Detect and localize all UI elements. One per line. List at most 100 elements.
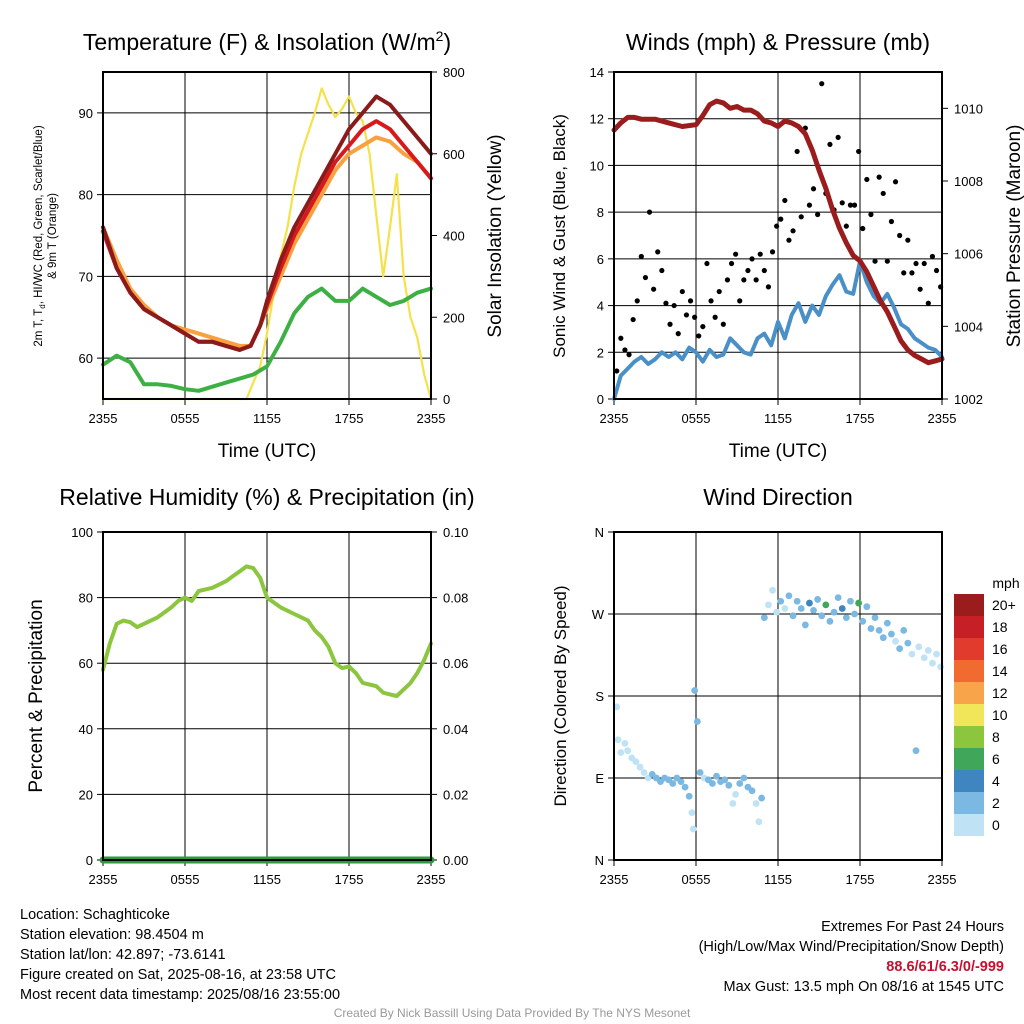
direction-point (758, 794, 765, 802)
gust-point (716, 288, 722, 295)
legend-swatch (954, 814, 984, 836)
gust-point (692, 314, 698, 320)
winds-y-tick-label: 0 (597, 392, 604, 407)
extremes-subtitle: (High/Low/Max Wind/Precipitation/Snow De… (698, 939, 1004, 955)
gust-point (667, 321, 673, 327)
legend-label: 16 (992, 641, 1008, 657)
humidity-title: Relative Humidity (%) & Precipitation (i… (59, 484, 474, 510)
direction-point (617, 749, 625, 756)
direction-y-tick-label: W (592, 607, 605, 622)
legend-swatch (954, 748, 984, 770)
winds-y-tick-label: 14 (590, 65, 604, 80)
direction-point (624, 747, 632, 755)
gust-point (909, 270, 915, 276)
direction-point (847, 597, 854, 605)
max-gust-text: Max Gust: 13.5 mph On 08/16 at 1545 UTC (723, 979, 1004, 995)
legend-swatch (954, 594, 984, 616)
timestamp-text: Most recent data timestamp: 2025/08/16 2… (20, 987, 341, 1003)
elevation-text: Station elevation: 98.4504 m (20, 927, 204, 943)
direction-point (636, 763, 644, 771)
gust-point (687, 298, 694, 304)
humidity-y2-tick-label: 0.02 (443, 787, 468, 802)
direction-x-tick-label: 1755 (846, 872, 875, 887)
gust-point (683, 312, 690, 318)
direction-point (688, 809, 696, 817)
winds-y-tick-label: 2 (597, 345, 604, 360)
gust-point (798, 214, 804, 220)
gust-point (737, 298, 743, 304)
direction-point (773, 608, 781, 616)
winds-plot-border (613, 71, 943, 400)
direction-point (904, 639, 912, 647)
temperature-y-tick-label: 90 (79, 106, 93, 121)
direction-point (729, 800, 737, 807)
temperature-y2-tick-label: 200 (443, 310, 465, 325)
direction-point (908, 650, 916, 658)
gust-point (651, 286, 657, 292)
direction-point (875, 627, 883, 634)
series-pressure-line (611, 98, 945, 366)
winds-title: Winds (mph) & Pressure (mb) (626, 29, 930, 55)
direction-point (748, 787, 756, 795)
gust-point (753, 277, 759, 283)
direction-point (732, 791, 740, 798)
direction-panel: 2355 0555 1155 1755 2355 N E S W N 20+ 18 16 14 12 10 8 6… (592, 525, 1016, 887)
humidity-x-tick-label: 1155 (253, 872, 281, 887)
humidity-y-tick-label: 60 (79, 656, 93, 671)
winds-panel: 2355 0555 1155 1755 2355 0 2 4 6 8 10 12 14 1002 1004 1… (590, 65, 983, 426)
humidity-x-tick-label: 0555 (171, 872, 200, 887)
legend-label: 14 (992, 663, 1008, 679)
extremes-info: Extremes For Past 24 Hours (High/Low/Max… (699, 917, 1004, 997)
gust-point (642, 274, 649, 281)
legend-label: 12 (992, 685, 1008, 701)
location-text: Location: Schaghticoke (20, 907, 170, 923)
humidity-y2-tick-label: 0.04 (443, 722, 468, 737)
direction-point (785, 592, 793, 600)
gust-point (704, 260, 710, 267)
winds-y-tick-label: 8 (597, 205, 604, 220)
legend-title: mph (992, 575, 1019, 591)
gust-point (933, 267, 940, 274)
direction-point (765, 601, 772, 609)
legend-label: 6 (992, 751, 1000, 767)
gust-point (696, 333, 702, 339)
gust-point (876, 174, 882, 180)
station-info: Location: Schaghticoke Station elevation… (20, 905, 340, 1005)
direction-point (929, 659, 936, 667)
gust-point (646, 209, 653, 215)
humidity-y-tick-label: 20 (79, 787, 93, 802)
direction-point (689, 825, 697, 833)
legend-swatch (954, 660, 984, 682)
gust-point (733, 251, 739, 257)
gust-point (892, 179, 899, 185)
gust-point (827, 141, 833, 148)
legend-label: 2 (992, 795, 1000, 811)
gust-point (905, 237, 911, 243)
direction-point (669, 780, 677, 787)
temperature-y-tick-label: 70 (79, 269, 93, 284)
direction-point (888, 630, 895, 638)
direction-point (696, 769, 704, 776)
direction-point (855, 599, 863, 607)
winds-ylabel-right: Station Pressure (Maroon) (1004, 125, 1024, 348)
series-relative-humidity-line (101, 564, 433, 698)
winds-y-tick-label: 10 (590, 158, 604, 173)
temperature-title: Temperature (F) & Insolation (W/m2) (83, 28, 451, 55)
gust-point (634, 298, 640, 304)
direction-x-tick-label: 1155 (764, 872, 792, 887)
direction-point (830, 608, 838, 616)
direction-point (937, 663, 945, 671)
temperature-plot-border (102, 71, 432, 400)
direction-point (859, 617, 867, 625)
direction-y-tick-label: N (595, 853, 604, 868)
direction-point (725, 781, 733, 789)
direction-x-tick-label: 2355 (928, 872, 957, 887)
humidity-y-tick-label: 100 (71, 525, 93, 540)
direction-point (851, 610, 858, 618)
temperature-xlabel: Time (UTC) (218, 441, 317, 462)
direction-point (879, 634, 887, 642)
direction-point (640, 769, 648, 776)
direction-plot-border (613, 531, 943, 861)
gust-point (614, 368, 620, 374)
legend-label: 18 (992, 619, 1008, 635)
